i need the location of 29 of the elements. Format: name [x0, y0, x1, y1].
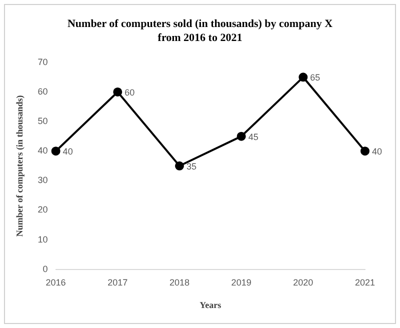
data-label: 35	[186, 161, 196, 172]
x-tick-label: 2021	[354, 277, 376, 288]
data-label: 40	[62, 146, 73, 157]
x-tick-label: 2017	[108, 277, 128, 288]
y-tick-label: 60	[38, 86, 48, 96]
point	[236, 132, 246, 141]
y-tick-label: 30	[38, 175, 48, 186]
y-tick-label: 70	[38, 56, 48, 67]
y-tick-label: 0	[42, 264, 48, 274]
y-tick-label: 20	[38, 204, 48, 215]
data-label: 45	[248, 132, 258, 142]
x-axis-title: Years	[200, 300, 222, 310]
x-tick-label: 2016	[46, 277, 66, 288]
point	[113, 87, 122, 96]
x-tick-label: 2018	[169, 277, 190, 288]
point	[298, 72, 308, 82]
point	[360, 146, 370, 156]
y-tick-label: 50	[38, 116, 48, 126]
data-label: 65	[310, 72, 320, 83]
chart-title: Number of computers sold (in thousands) by company X from 2016 to 2021	[66, 17, 334, 45]
data-label: 60	[124, 87, 135, 98]
y-axis-title: Number of computers (in thousands)	[14, 95, 25, 237]
x-tick-label: 2019	[231, 277, 252, 288]
x-tick-label: 2020	[293, 277, 314, 288]
y-tick-label: 40	[38, 146, 48, 156]
point	[51, 146, 60, 156]
point	[174, 161, 184, 170]
data-label: 40	[372, 146, 382, 157]
y-tick-label: 10	[38, 234, 48, 244]
